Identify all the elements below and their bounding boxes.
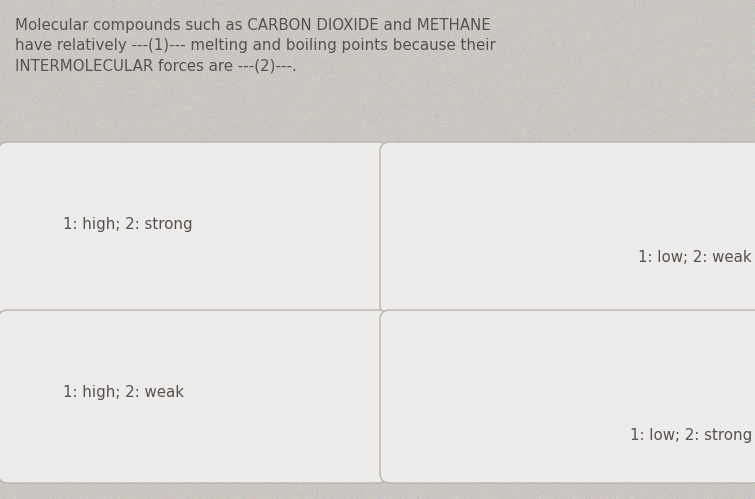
- FancyBboxPatch shape: [380, 142, 755, 315]
- FancyBboxPatch shape: [0, 142, 388, 315]
- Text: Molecular compounds such as CARBON DIOXIDE and METHANE: Molecular compounds such as CARBON DIOXI…: [15, 18, 491, 33]
- Text: 1: high; 2: strong: 1: high; 2: strong: [63, 217, 193, 232]
- Text: have relatively ---(1)--- melting and boiling points because their: have relatively ---(1)--- melting and bo…: [15, 38, 496, 53]
- Text: 1: high; 2: weak: 1: high; 2: weak: [63, 385, 184, 400]
- Text: 1: low; 2: weak: 1: low; 2: weak: [639, 250, 752, 265]
- Text: INTERMOLECULAR forces are ---(2)---.: INTERMOLECULAR forces are ---(2)---.: [15, 58, 297, 73]
- Text: 1: low; 2: strong: 1: low; 2: strong: [630, 428, 752, 443]
- FancyBboxPatch shape: [0, 310, 388, 483]
- FancyBboxPatch shape: [380, 310, 755, 483]
